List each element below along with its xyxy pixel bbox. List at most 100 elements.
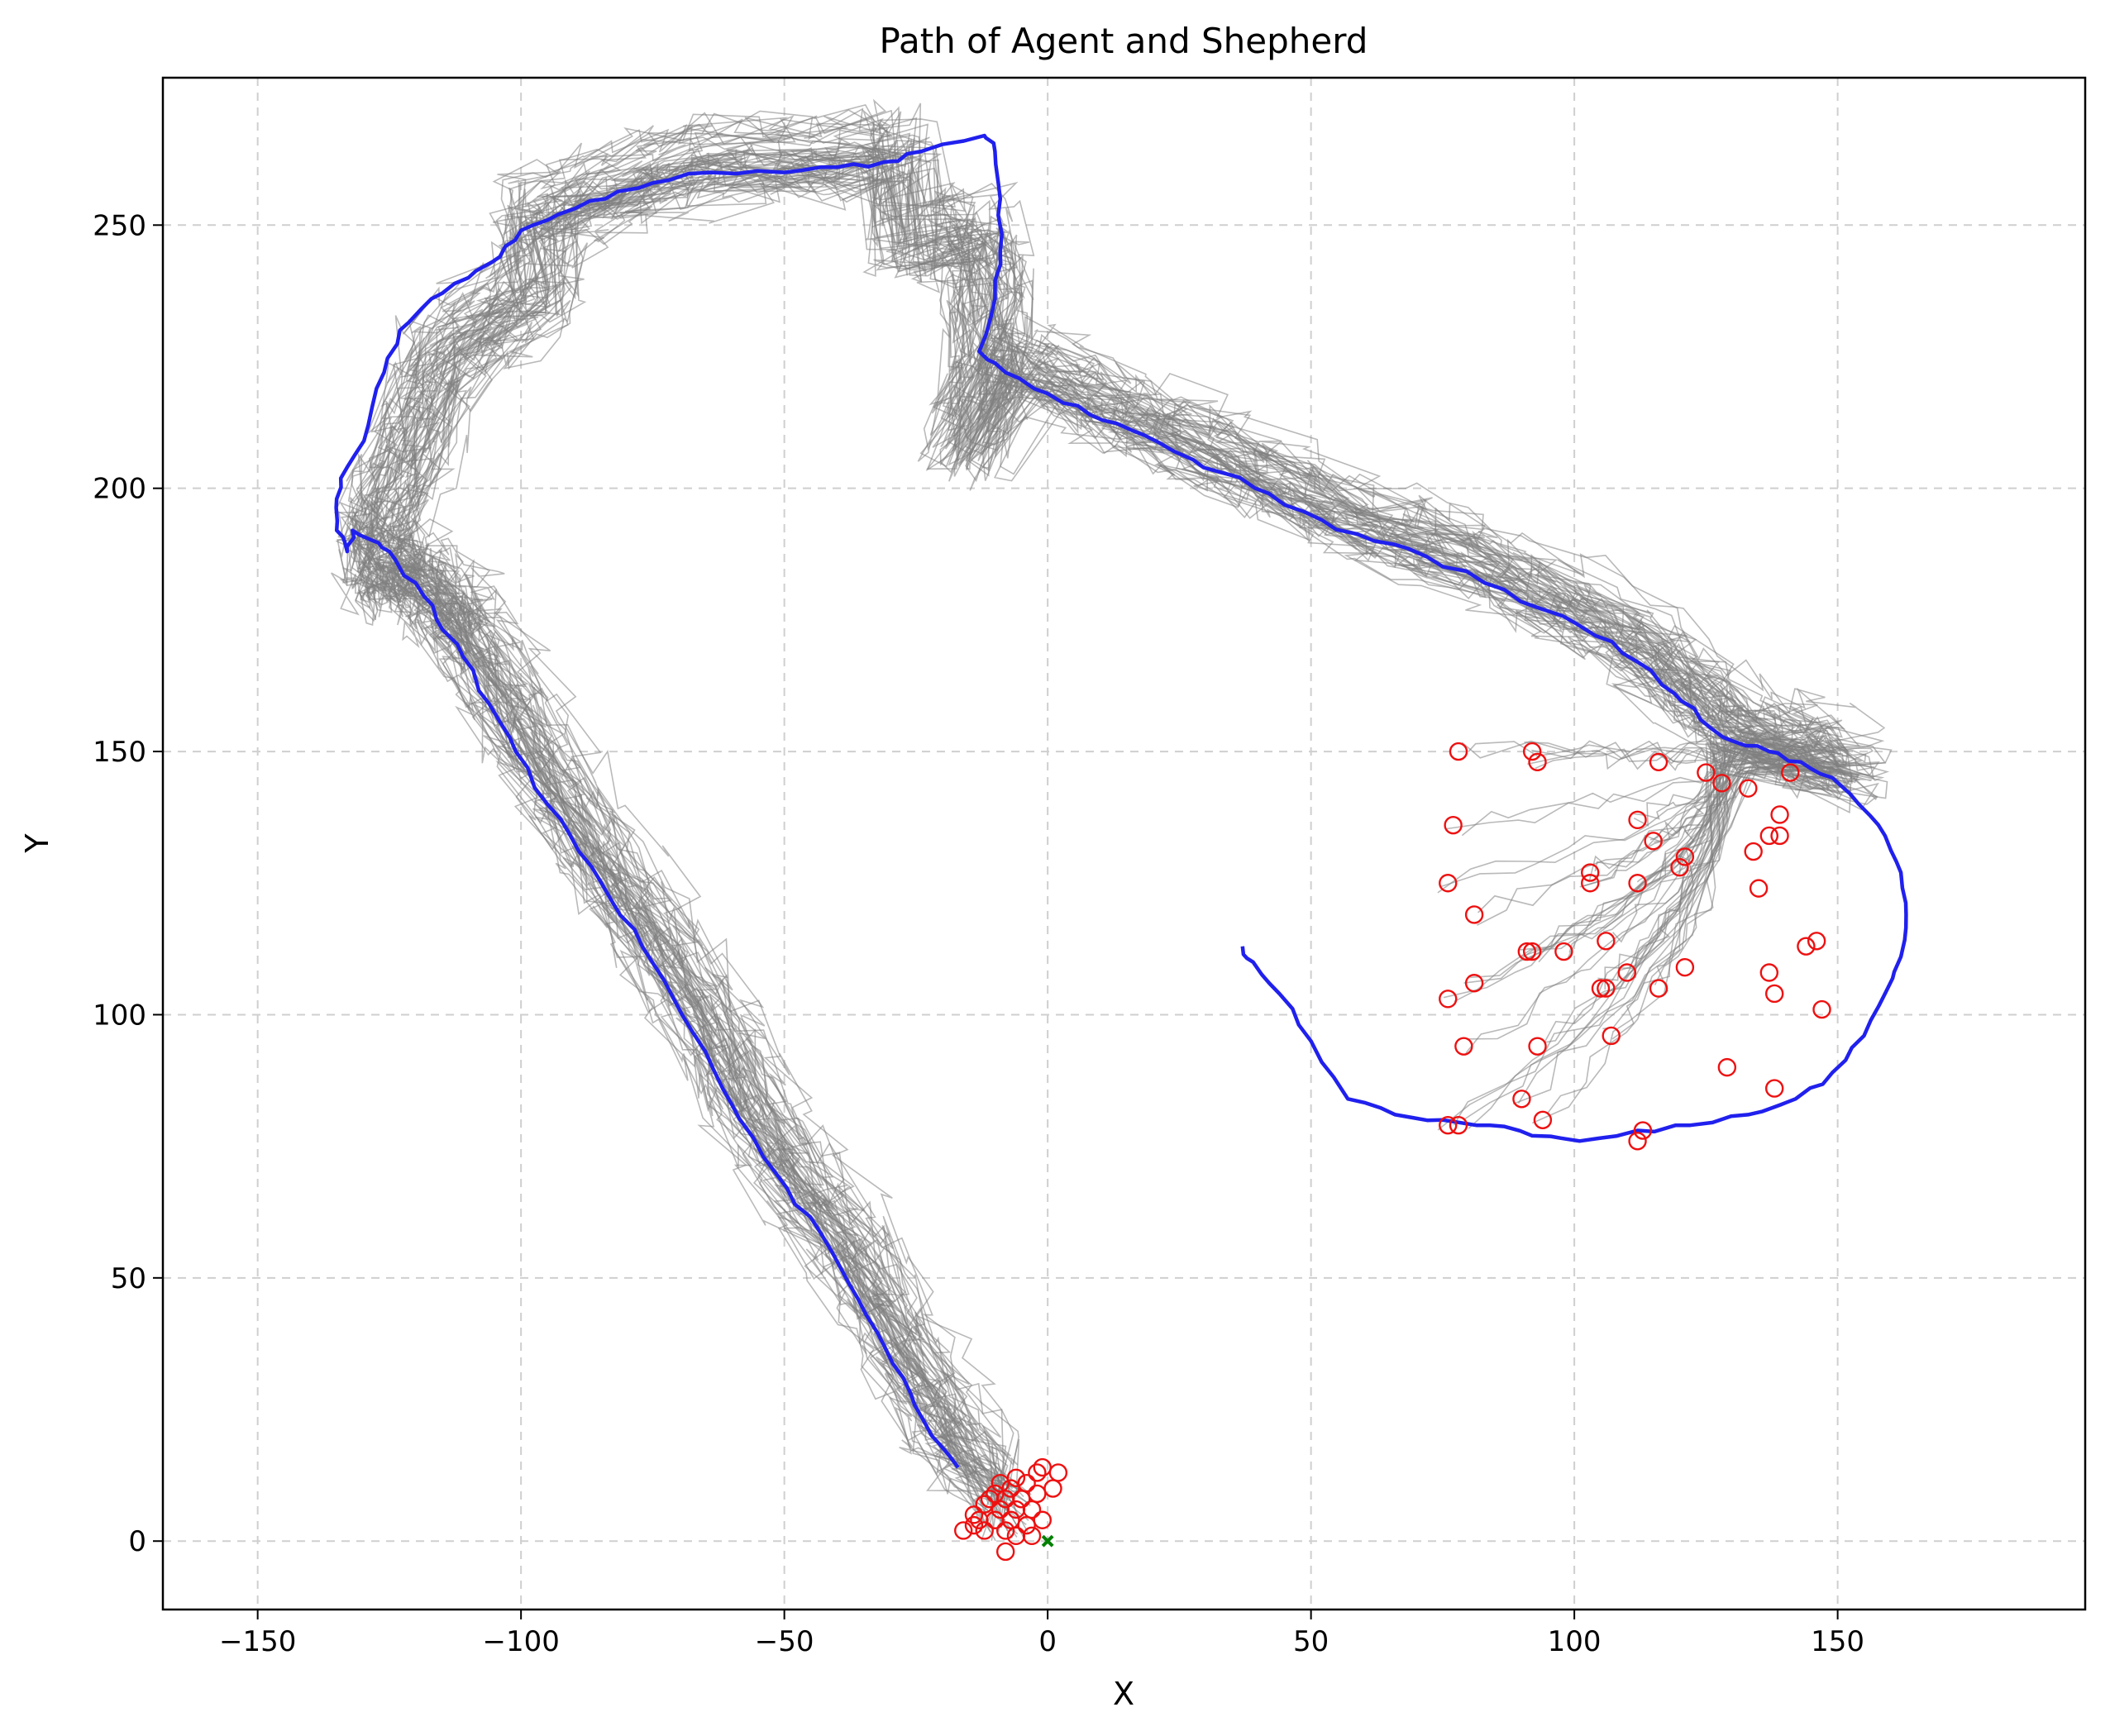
y-axis-label: Y xyxy=(19,833,55,854)
x-tick-label: −50 xyxy=(755,1625,814,1658)
agent-final-marker xyxy=(1675,847,1695,866)
agent-final-marker xyxy=(1628,810,1647,830)
y-tick-label: 100 xyxy=(93,999,146,1032)
agent-final-marker xyxy=(1449,742,1468,761)
agent-final-marker xyxy=(1454,1037,1473,1056)
agent-path xyxy=(390,123,1887,1509)
agent-final-marker xyxy=(1028,1463,1047,1482)
agent-path xyxy=(391,143,1874,1495)
x-tick-label: 50 xyxy=(1293,1625,1329,1658)
agent-path xyxy=(391,169,1878,1528)
agent-final-marker xyxy=(1597,932,1616,951)
y-tick-label: 250 xyxy=(93,209,146,242)
agent-final-marker xyxy=(964,1515,984,1535)
agent-final-marker xyxy=(1449,1115,1468,1135)
y-tick-label: 200 xyxy=(93,473,146,506)
agent-final-marker xyxy=(964,1505,984,1524)
agent-path xyxy=(349,141,1819,1505)
x-tick-label: −150 xyxy=(219,1625,296,1658)
agent-final-marker xyxy=(1006,1468,1026,1488)
agent-final-marker xyxy=(1597,979,1616,998)
agent-final-marker xyxy=(995,1521,1015,1540)
agent-final-marker xyxy=(1812,999,1831,1019)
agent-final-marker xyxy=(1522,742,1542,761)
agent-path xyxy=(380,106,1861,1492)
agent-final-marker xyxy=(1749,879,1769,898)
agent-final-marker xyxy=(1670,857,1689,877)
agent-path xyxy=(387,169,1872,1500)
agent-final-marker xyxy=(1022,1526,1042,1546)
agent-final-marker xyxy=(1759,826,1779,846)
agent-final-marker xyxy=(1048,1463,1068,1482)
agent-final-marker xyxy=(1628,874,1647,893)
agent-final-marker xyxy=(1781,763,1800,782)
agent-final-marker xyxy=(1649,752,1668,772)
agent-final-marker xyxy=(1649,979,1668,998)
agent-final-marker xyxy=(995,1542,1015,1562)
agent-final-marker xyxy=(1807,932,1826,951)
x-axis-label: X xyxy=(1113,1676,1134,1712)
agent-final-marker xyxy=(1528,752,1547,772)
agent-final-marker xyxy=(1528,1037,1547,1056)
agent-path xyxy=(399,103,1885,1514)
agent-final-marker xyxy=(1464,905,1484,924)
agent-final-marker xyxy=(1522,942,1542,961)
axis-ticks: −150 −100 −50 0 50 100 150 0 50 100 150 200 250 xyxy=(93,209,1864,1658)
agent-final-marker xyxy=(1512,1090,1531,1109)
chart-title: Path of Agent and Shepherd xyxy=(880,21,1368,61)
grid xyxy=(163,78,2085,1610)
agent-final-marker xyxy=(1712,774,1731,793)
agent-final-marker xyxy=(1033,1510,1052,1529)
agent-final-positions xyxy=(954,742,1831,1562)
agent-final-marker xyxy=(1444,816,1463,835)
agent-final-marker xyxy=(1633,1121,1653,1140)
agent-final-marker xyxy=(1517,942,1536,961)
agent-final-marker xyxy=(1644,832,1663,851)
agent-final-marker xyxy=(1533,1110,1553,1130)
agent-final-marker xyxy=(1439,874,1458,893)
agent-final-marker xyxy=(1717,1057,1737,1077)
shepherd-path-layer xyxy=(334,133,1908,1469)
x-tick-label: −100 xyxy=(482,1625,559,1658)
x-tick-label: 150 xyxy=(1811,1625,1864,1658)
agent-final-marker xyxy=(1744,842,1763,861)
agent-final-marker xyxy=(1017,1473,1036,1493)
agent-path xyxy=(396,117,1886,1526)
agent-final-marker xyxy=(975,1521,994,1540)
agent-final-marker xyxy=(1554,942,1573,961)
agent-final-marker xyxy=(1770,805,1789,824)
agent-final-marker xyxy=(1581,863,1600,882)
agent-final-marker xyxy=(1439,990,1458,1009)
agent-path xyxy=(366,132,1862,1505)
y-tick-label: 150 xyxy=(93,736,146,769)
agent-final-marker xyxy=(1739,779,1758,798)
agent-final-marker xyxy=(1602,1026,1621,1046)
agent-final-marker xyxy=(1439,1115,1458,1135)
y-tick-label: 50 xyxy=(111,1262,146,1295)
agent-final-marker xyxy=(1770,826,1789,846)
agent-final-marker xyxy=(1759,963,1779,982)
agent-final-marker xyxy=(1464,974,1484,993)
x-tick-label: 100 xyxy=(1548,1625,1602,1658)
shepherd-path xyxy=(334,133,1908,1469)
agent-final-marker xyxy=(1764,1079,1784,1098)
agent-path xyxy=(347,135,1842,1526)
agent-path xyxy=(358,170,1841,1533)
y-tick-label: 0 xyxy=(128,1525,146,1558)
agent-final-marker xyxy=(1764,984,1784,1004)
origin-marker xyxy=(1041,1534,1054,1548)
x-tick-label: 0 xyxy=(1038,1625,1057,1658)
agent-final-marker xyxy=(1697,763,1716,782)
agent-paths xyxy=(331,98,1893,1542)
plot-frame xyxy=(161,76,2087,1611)
agent-final-marker xyxy=(1581,874,1600,893)
agent-final-marker xyxy=(1797,937,1816,956)
agent-final-marker xyxy=(1617,963,1637,982)
agent-path xyxy=(354,109,1835,1534)
agent-final-marker xyxy=(954,1521,973,1540)
agent-final-marker xyxy=(1591,979,1611,998)
agent-final-marker xyxy=(1675,957,1695,977)
agent-final-marker xyxy=(1628,1132,1647,1151)
